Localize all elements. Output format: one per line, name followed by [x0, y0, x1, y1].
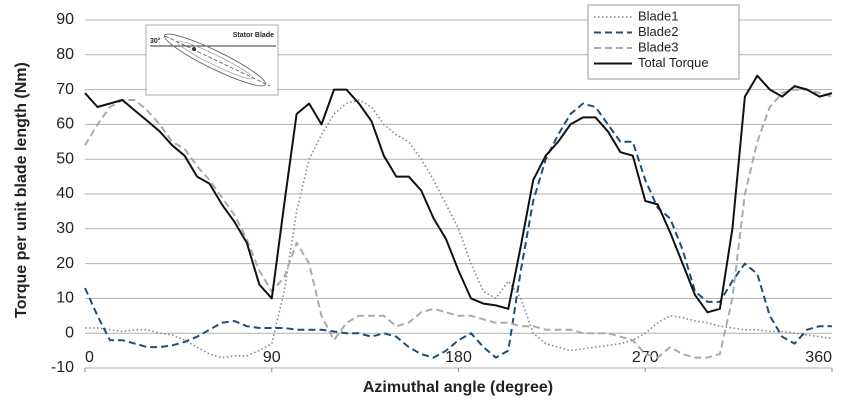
y-tick-label: 10: [56, 290, 74, 307]
inset-blade: [164, 33, 266, 87]
y-tick-label: -10: [51, 359, 74, 376]
legend-label: Blade2: [638, 24, 678, 39]
inset-pivot: [192, 47, 196, 51]
legend-label: Blade3: [638, 39, 678, 54]
y-tick-label: 70: [56, 81, 74, 98]
x-tick-label: 360: [805, 349, 832, 366]
legend-label: Total Torque: [638, 55, 709, 70]
x-axis-title: Azimuthal angle (degree): [363, 379, 553, 396]
y-tick-label: 40: [56, 185, 74, 202]
inset: 30° Stator Blade: [145, 24, 279, 96]
x-tick-label: 180: [445, 349, 472, 366]
x-tick-label: 90: [263, 349, 281, 366]
inset-frame: [145, 24, 279, 96]
inset-title: Stator Blade: [233, 32, 274, 39]
y-tick-label: 20: [56, 255, 74, 272]
inset-angle: 30°: [150, 37, 161, 45]
y-tick-label: 0: [65, 324, 74, 341]
x-tick-label: 0: [85, 349, 94, 366]
y-tick-label: 50: [56, 150, 74, 167]
legend-label: Blade1: [638, 8, 678, 23]
inset-blade-inner: [176, 40, 254, 80]
y-tick-label: 30: [56, 220, 74, 237]
series-line: [85, 99, 833, 359]
legend-frame: [587, 4, 740, 80]
series-line: [84, 74, 833, 314]
y-tick-label: 90: [56, 11, 74, 28]
y-tick-label: 60: [56, 116, 74, 133]
series-line: [84, 102, 832, 359]
y-axis-title: Torque per unit blade length (Nm): [13, 62, 30, 318]
x-tick-label: 270: [632, 349, 659, 366]
series-line: [84, 88, 833, 359]
y-tick-label: 80: [56, 46, 74, 63]
